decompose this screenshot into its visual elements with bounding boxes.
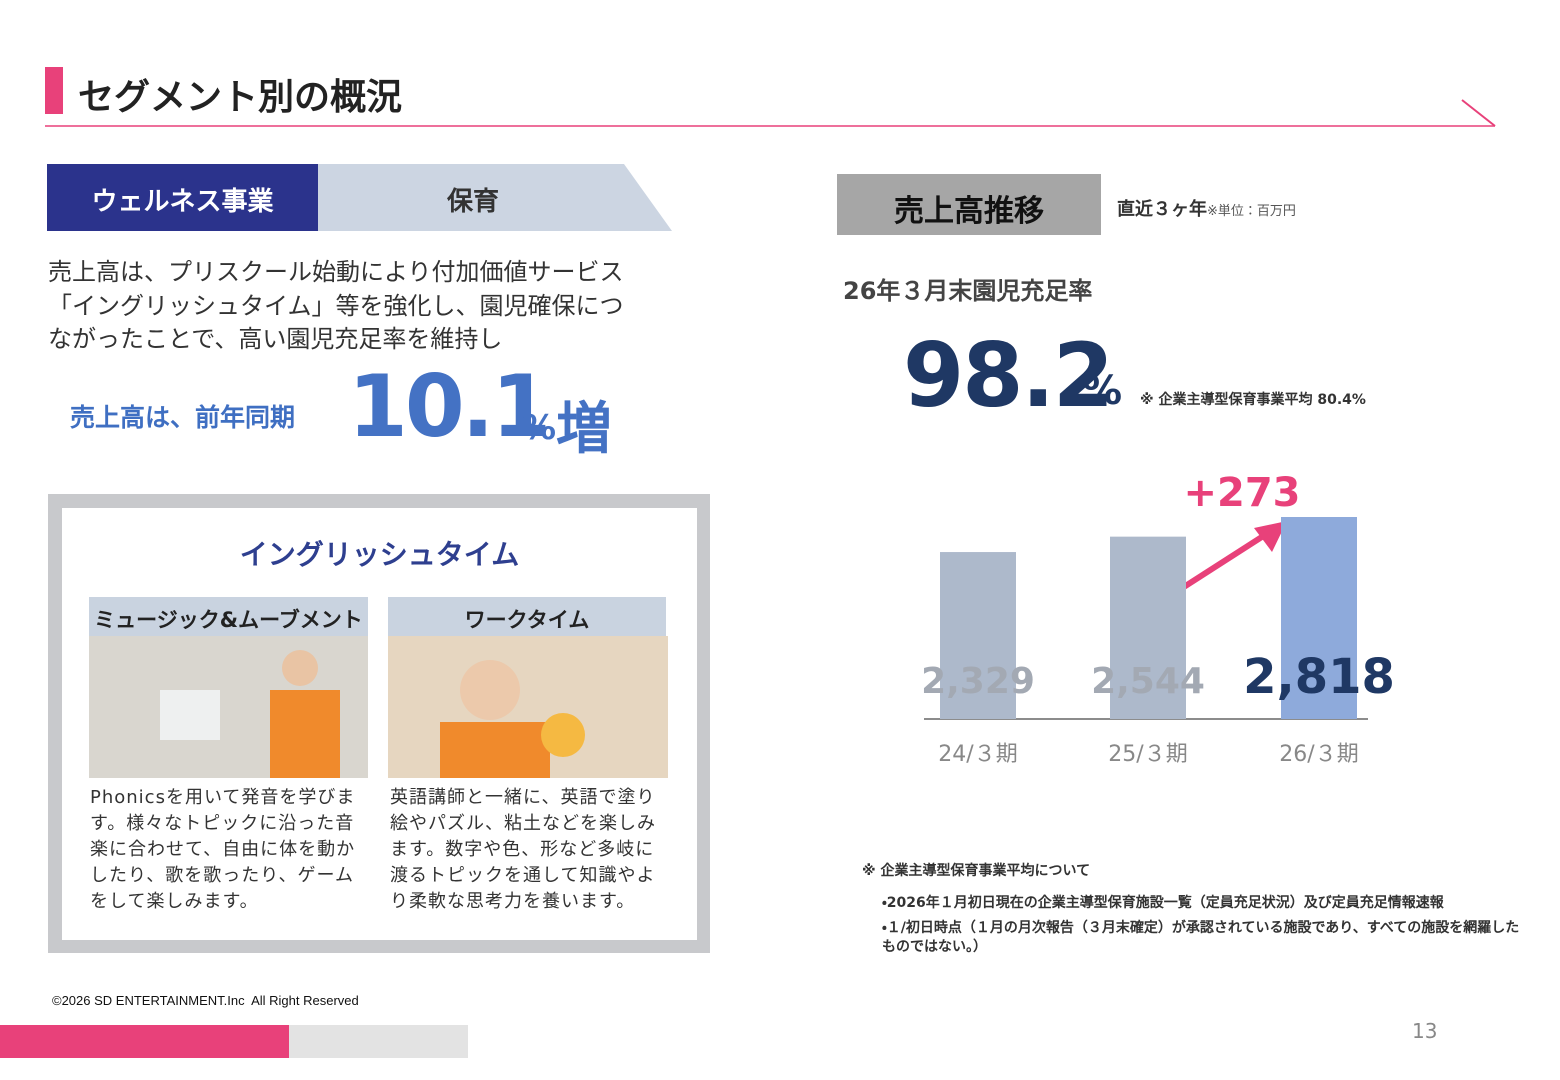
tab-active [47,164,318,231]
badge-label: 売上高推移 [894,194,1044,229]
page-number: 13 [1412,1019,1438,1043]
photo-detail [282,650,318,686]
footnote-item: ・１/初日時点（１月の月次報告（３月末確定）が承認されている施設であり、すべての… [882,920,1520,955]
value-label: 2,329 [921,661,1035,702]
slide-title: セグメント別の概況 [78,77,403,118]
description-line: 売上高は、プリスクール始動により付加価値サービス [48,258,624,286]
sales-note: 直近３ヶ年※単位：百万円 [1117,195,1296,221]
value-label: 2,818 [1243,649,1395,705]
sales-unit: ※単位：百万円 [1207,204,1296,219]
x-tick-label: 26/３期 [1279,742,1358,767]
footnote-title: ※ 企業主導型保育事業平均について [862,863,1091,879]
fill-rate-value: 98.2 [903,324,1114,427]
growth-arrowhead [1254,521,1287,552]
copyright: ©2026 SD ENTERTAINMENT.Inc All Right Res… [52,993,359,1008]
growth-label: 売上高は、前年同期 [70,403,296,432]
photo-detail [270,690,340,778]
heading-bg [89,597,368,636]
fill-rate-label: 26年３月末園児充足率 [843,277,1093,305]
description: 売上高は、プリスクール始動により付加価値サービス 「イングリッシュタイム」等を強… [48,256,624,357]
footer-bar [289,1025,468,1058]
growth-value: 10.1 [348,357,551,457]
heading-bg [388,597,666,636]
box-title: イングリッシュタイム [239,538,520,571]
item-heading: ワークタイム [464,608,590,632]
footer-bar [0,1025,289,1058]
title-accent [45,67,63,114]
description-line: 「イングリッシュタイム」等を強化し、園児確保につ [48,291,624,320]
bar [940,552,1016,719]
annotation: +273 [1183,470,1300,516]
footnote-item: ・2026年１月初日現在の企業主導型保育施設一覧（定員充足状況）及び定員充足情報… [882,895,1444,911]
fill-rate-unit: % [1082,368,1123,414]
growth-unit: % [522,408,557,448]
description-line: ながったことで、高い園児充足率を維持し [48,325,503,353]
fill-rate-note: ※ 企業主導型保育事業平均 80.4% [1140,392,1366,408]
tab-label: ウェルネス事業 [91,187,274,217]
item-heading: ミュージック&ムーブメント [94,608,363,632]
rule-slash [1461,99,1496,127]
bar [1281,517,1357,719]
photo-detail [160,690,220,740]
tab-label: 保育 [446,187,499,217]
tab-inactive [318,164,672,231]
value-label: 2,544 [1091,661,1205,702]
badge [837,174,1101,235]
photo-detail [440,722,550,778]
bar [1110,536,1186,719]
x-tick-label: 25/３期 [1108,742,1187,767]
photo-detail [460,660,520,720]
photo-detail [541,713,585,757]
sales-period: 直近３ヶ年 [1117,199,1207,220]
item-text: Phonicsを用いて発音を学びます。様々なトピックに沿った音楽に合わせて、自由… [90,787,356,912]
item-text: 英語講師と一緒に、英語で塗り絵やパズル、粘土などを楽しみます。数字や色、形など多… [390,787,656,912]
growth-suffix: 増 [556,397,612,462]
x-tick-label: 24/３期 [938,742,1017,767]
